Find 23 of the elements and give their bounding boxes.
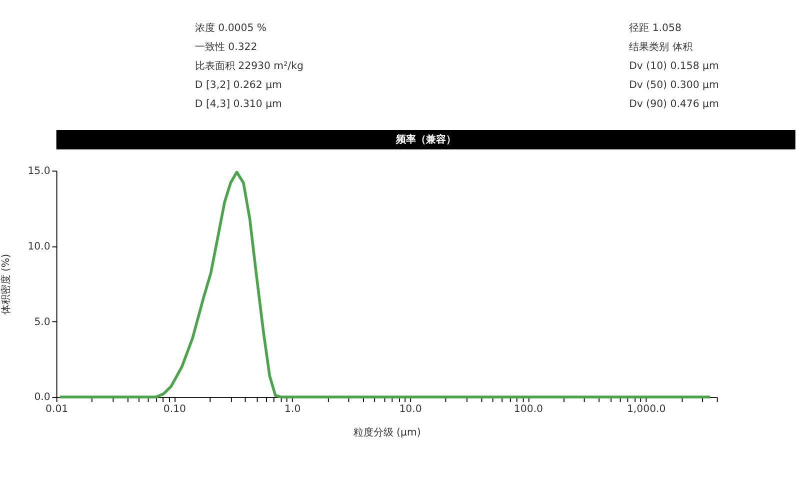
text: Dv (10) 0.158 μm [629, 61, 719, 72]
y-tick-label: 15.0 [28, 166, 50, 177]
y-tick-label: 5.0 [34, 316, 50, 328]
x-axis-title: 粒度分级 (μm) [353, 426, 421, 438]
x-tick-label: 1.0 [284, 404, 301, 416]
x-tick-label: 10.0 [399, 404, 422, 416]
x-tick-label: 1,000.0 [626, 404, 666, 416]
text: 浓度 0.0005 % [194, 22, 267, 34]
text: Dv (90) 0.476 μm [629, 98, 719, 110]
text: 比表面积 22930 m²/kg [194, 60, 304, 72]
x-tick-label: 100.0 [514, 404, 543, 416]
y-tick-label: 0.0 [34, 392, 50, 404]
x-tick-label: 0.01 [46, 404, 68, 416]
text: 结果类别 体积 [629, 41, 692, 54]
chart-title: 频率（兼容） [394, 133, 456, 146]
y-axis-title: 体积密度 (%) [0, 254, 12, 315]
text: Dv (50) 0.300 μm [629, 80, 719, 91]
x-tick-label: 0.10 [163, 404, 186, 416]
text: D [4,3] 0.310 μm [194, 98, 282, 110]
text: D [3,2] 0.262 μm [194, 80, 282, 91]
text: 一致性 0.322 [194, 41, 258, 54]
y-tick-label: 10.0 [28, 241, 50, 252]
text: 径距 1.058 [629, 23, 682, 34]
